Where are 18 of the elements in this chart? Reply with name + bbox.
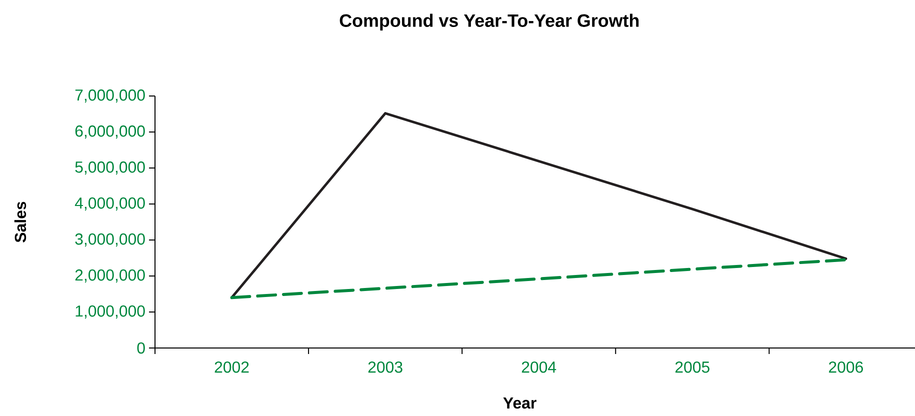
y-tick-label: 4,000,000	[74, 197, 145, 211]
y-tick-label: 1,000,000	[76, 305, 145, 319]
y-tick-label: 6,000,000	[75, 125, 145, 139]
y-tick-label: 7,000,000	[75, 89, 145, 103]
y-axis-title: Sales	[14, 202, 26, 242]
y-tick-label: 5,000,000	[75, 161, 145, 175]
chart-title: Compound vs Year-To-Year Growth	[340, 14, 639, 30]
x-tick-label: 2003	[368, 361, 402, 373]
y-tick-label: 0	[137, 342, 145, 354]
y-tick-label: 2,000,000	[75, 269, 145, 283]
x-tick-label: 2005	[675, 361, 710, 373]
x-axis-title: Year	[503, 398, 536, 409]
x-tick-label: 2002	[214, 361, 249, 373]
line-series	[230, 258, 848, 300]
line-series	[230, 112, 848, 299]
x-tick-label: 2004	[522, 361, 556, 373]
y-tick-label: 3,000,000	[75, 233, 145, 247]
x-tick-label: 2006	[828, 361, 863, 373]
